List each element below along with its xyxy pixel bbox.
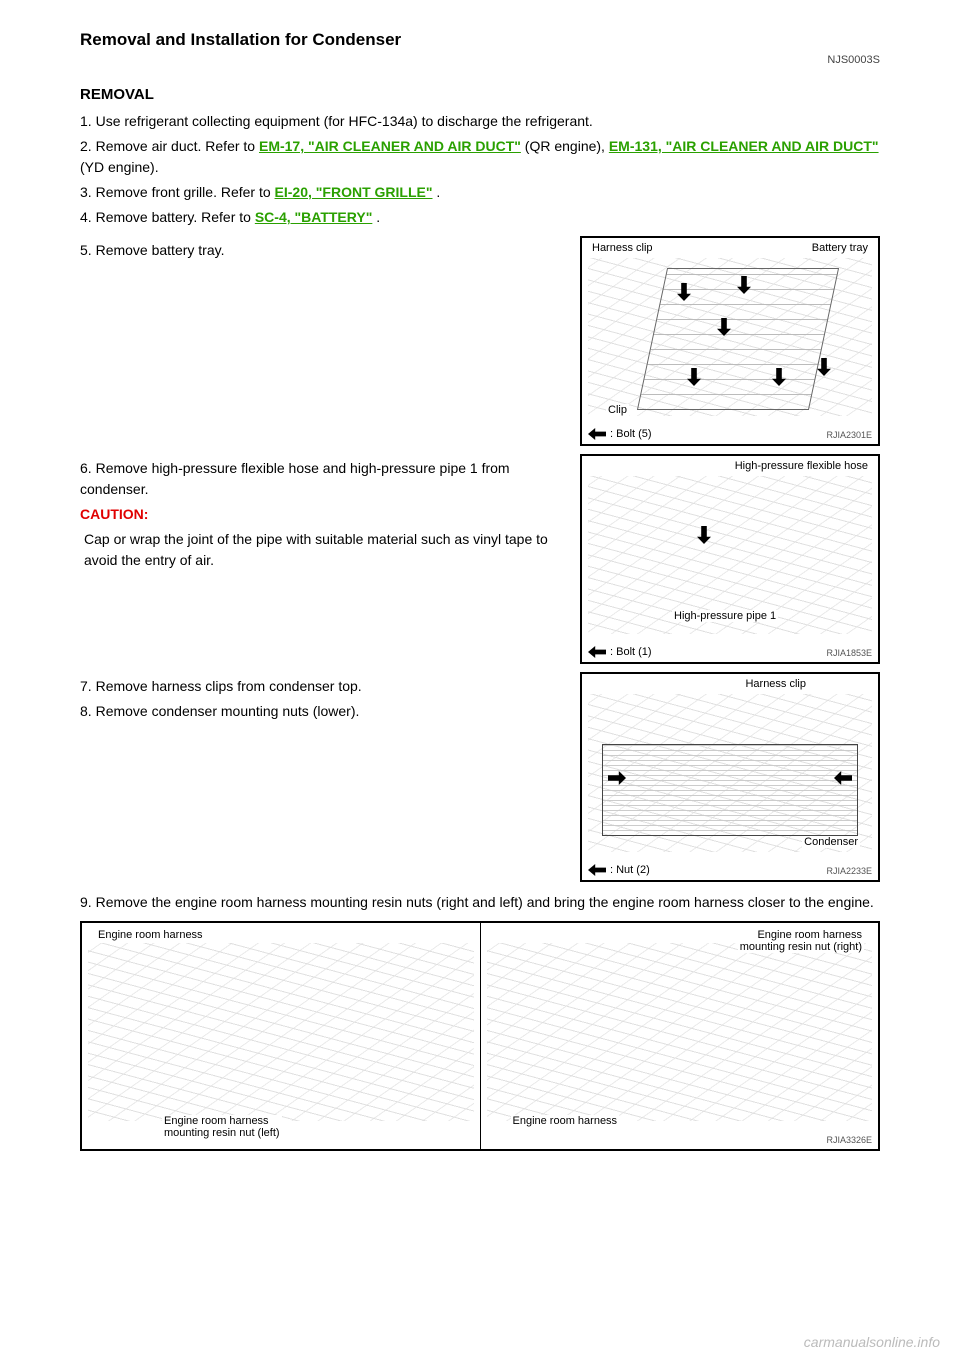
step-text: Remove air duct. Refer to bbox=[96, 138, 259, 154]
step-text: (QR engine), bbox=[525, 138, 609, 154]
label-harness-clip: Harness clip bbox=[743, 678, 808, 690]
section-removal: REMOVAL bbox=[80, 86, 880, 103]
figure-battery-tray: Harness clip Battery tray Clip : Bolt (5… bbox=[580, 236, 880, 446]
label-harness-clip: Harness clip bbox=[590, 242, 655, 254]
step-text: Remove high-pressure flexible hose and h… bbox=[80, 460, 510, 497]
figure-id: RJIA2233E bbox=[826, 866, 872, 876]
arrow-icon bbox=[588, 646, 606, 658]
step-text: Remove the engine room harness mounting … bbox=[96, 894, 874, 910]
step-num: 6. bbox=[80, 460, 92, 476]
label-erh-right-top: Engine room harness mounting resin nut (… bbox=[738, 929, 864, 953]
watermark: carmanualsonline.info bbox=[804, 1334, 940, 1350]
caution-label: CAUTION: bbox=[80, 506, 148, 522]
step-text: Remove battery tray. bbox=[96, 242, 225, 258]
figure-id: RJIA1853E bbox=[826, 648, 872, 658]
caution-text: Cap or wrap the joint of the pipe with s… bbox=[84, 531, 548, 568]
figure-caption: : Bolt (5) bbox=[610, 428, 652, 440]
step-text: Remove harness clips from condenser top. bbox=[96, 678, 362, 694]
label-condenser: Condenser bbox=[802, 836, 860, 848]
label-clip: Clip bbox=[606, 404, 629, 416]
figure-hp-hose: High-pressure flexible hose High-pressur… bbox=[580, 454, 880, 664]
arrow-icon bbox=[588, 864, 606, 876]
label-erh-right-bottom: Engine room harness bbox=[511, 1115, 620, 1127]
step-text: Remove battery. Refer to bbox=[96, 209, 255, 225]
figure-engine-room-harness: Engine room harness Engine room harness … bbox=[80, 921, 880, 1151]
label-hp-pipe: High-pressure pipe 1 bbox=[672, 610, 778, 622]
step-text: . bbox=[436, 184, 440, 200]
label-battery-tray: Battery tray bbox=[810, 242, 870, 254]
step-text: Remove front grille. Refer to bbox=[96, 184, 275, 200]
step-text: (YD engine). bbox=[80, 159, 159, 175]
arrow-icon bbox=[588, 428, 606, 440]
step-num: 9. bbox=[80, 894, 92, 910]
step-text: Remove condenser mounting nuts (lower). bbox=[96, 703, 360, 719]
step-num: 8. bbox=[80, 703, 92, 719]
figure-condenser: Harness clip Condenser : Nut (2) RJIA223… bbox=[580, 672, 880, 882]
link-sc4[interactable]: SC-4, "BATTERY" bbox=[255, 209, 373, 225]
label-erh-left-top: Engine room harness bbox=[96, 929, 205, 941]
step-num: 1. bbox=[80, 113, 92, 129]
step-text: Use refrigerant collecting equipment (fo… bbox=[96, 113, 593, 129]
doc-code: NJS0003S bbox=[80, 54, 880, 66]
link-em131[interactable]: EM-131, "AIR CLEANER AND AIR DUCT" bbox=[609, 138, 879, 154]
label-hp-hose: High-pressure flexible hose bbox=[733, 460, 870, 472]
link-ei20[interactable]: EI-20, "FRONT GRILLE" bbox=[275, 184, 433, 200]
step-num: 2. bbox=[80, 138, 92, 154]
figure-caption: : Nut (2) bbox=[610, 864, 650, 876]
link-em17[interactable]: EM-17, "AIR CLEANER AND AIR DUCT" bbox=[259, 138, 521, 154]
figure-id: RJIA3326E bbox=[826, 1135, 872, 1145]
step-text: . bbox=[376, 209, 380, 225]
step-num: 5. bbox=[80, 242, 92, 258]
page-title: Removal and Installation for Condenser bbox=[80, 30, 880, 50]
step-num: 3. bbox=[80, 184, 92, 200]
figure-caption: : Bolt (1) bbox=[610, 646, 652, 658]
figure-id: RJIA2301E bbox=[826, 430, 872, 440]
step-num: 4. bbox=[80, 209, 92, 225]
label-erh-left-bottom: Engine room harness mounting resin nut (… bbox=[162, 1115, 282, 1139]
step-num: 7. bbox=[80, 678, 92, 694]
